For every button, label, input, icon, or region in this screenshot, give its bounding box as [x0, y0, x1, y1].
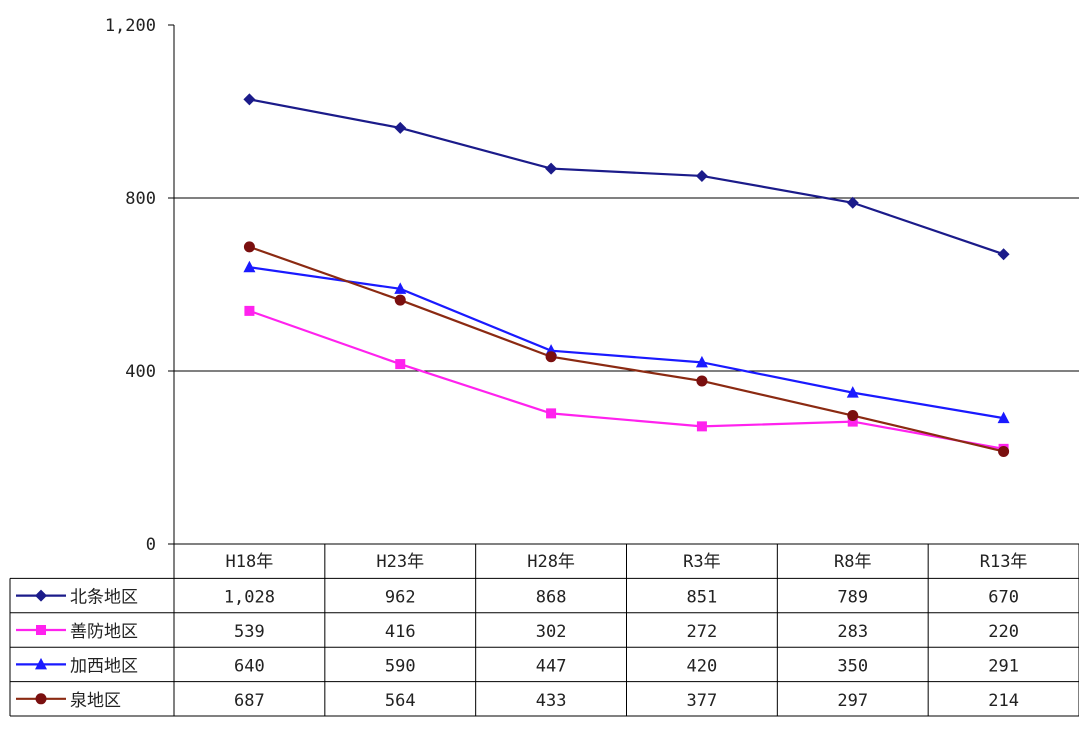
series-2-value-cell: 302: [536, 622, 567, 642]
series-2-group: [244, 305, 1009, 454]
series-2-value-cell: 416: [385, 622, 416, 642]
series-3-point: [846, 386, 859, 398]
series-4-point: [998, 445, 1010, 457]
series-2-point: [546, 408, 557, 419]
x-category-label: H28年: [527, 552, 575, 572]
series-3-value-cell: 291: [988, 656, 1019, 676]
x-category-label: R13年: [980, 552, 1028, 572]
series-3-point: [695, 355, 708, 368]
series-2-value-cell: 283: [837, 622, 868, 642]
series-4-legend-label: 泉地区: [70, 691, 121, 711]
series-2-value-cell: 220: [988, 622, 1019, 642]
series-2-point: [847, 416, 858, 427]
x-category-label: R3年: [683, 552, 720, 572]
series-3-value-cell: 420: [687, 656, 718, 676]
series-1-value-cell: 962: [385, 588, 416, 608]
series-1-line: [249, 98, 1004, 256]
y-tick-label: 0: [146, 535, 156, 555]
x-category-label: H23年: [376, 552, 424, 572]
gridlines: [174, 197, 1079, 372]
series-3-value-cell: 590: [385, 656, 416, 676]
series-1-point: [695, 169, 708, 182]
series-2-point: [696, 421, 707, 432]
series-4-point: [545, 351, 557, 363]
series-2-legend-marker: [36, 625, 46, 635]
series-3-legend-marker: [35, 657, 47, 670]
series-1-value-cell: 670: [988, 588, 1019, 608]
series-1-legend-marker: [35, 589, 47, 602]
series-3-point: [394, 282, 407, 294]
series-3-legend-label: 加西地区: [70, 656, 138, 676]
y-tick-label: 1,200: [105, 16, 156, 36]
series-4-value-cell: 433: [536, 691, 567, 711]
x-category-label: R8年: [834, 552, 871, 572]
series-lines: [243, 93, 1010, 457]
series-2-value-cell: 272: [687, 622, 718, 642]
series-4-value-cell: 564: [385, 691, 416, 711]
series-1-value-cell: 1,028: [224, 588, 275, 608]
series-4-value-cell: 297: [837, 691, 868, 711]
series-1-point: [846, 196, 859, 209]
series-2-point: [395, 359, 406, 370]
series-4-point: [847, 410, 859, 422]
series-1-point: [545, 162, 558, 175]
series-3-value-cell: 447: [536, 656, 567, 676]
series-2-point: [244, 305, 255, 316]
series-1-point: [997, 248, 1010, 261]
series-2-value-cell: 539: [234, 622, 265, 642]
series-4-point: [696, 375, 708, 387]
series-1-group: [243, 93, 1010, 261]
y-tick-label: 800: [125, 189, 156, 209]
series-3-value-cell: 640: [234, 656, 265, 676]
series-1-value-cell: 868: [536, 588, 567, 608]
series-3-value-cell: 350: [837, 656, 868, 676]
series-1-value-cell: 789: [837, 588, 868, 608]
series-4-value-cell: 377: [687, 691, 718, 711]
series-4-point: [394, 294, 406, 306]
series-4-point: [243, 241, 255, 253]
series-1-point: [394, 121, 407, 134]
series-2-line: [249, 309, 1004, 450]
x-category-label: H18年: [226, 552, 274, 572]
series-3-point: [243, 260, 256, 273]
y-tick-label: 400: [125, 362, 156, 382]
series-1-legend-label: 北条地区: [70, 588, 138, 608]
series-4-value-cell: 214: [988, 691, 1019, 711]
series-4-legend-marker: [35, 693, 47, 705]
series-3-line: [249, 266, 1004, 420]
axes: 0 400 800 1,200: [105, 16, 175, 555]
series-4-group: [243, 241, 1010, 457]
series-3-point: [997, 411, 1010, 424]
series-4-line: [249, 245, 1004, 453]
series-1-point: [243, 93, 256, 106]
series-1-value-cell: 851: [687, 588, 718, 608]
series-2-legend-label: 善防地区: [70, 622, 138, 642]
series-4-value-cell: 687: [234, 691, 265, 711]
